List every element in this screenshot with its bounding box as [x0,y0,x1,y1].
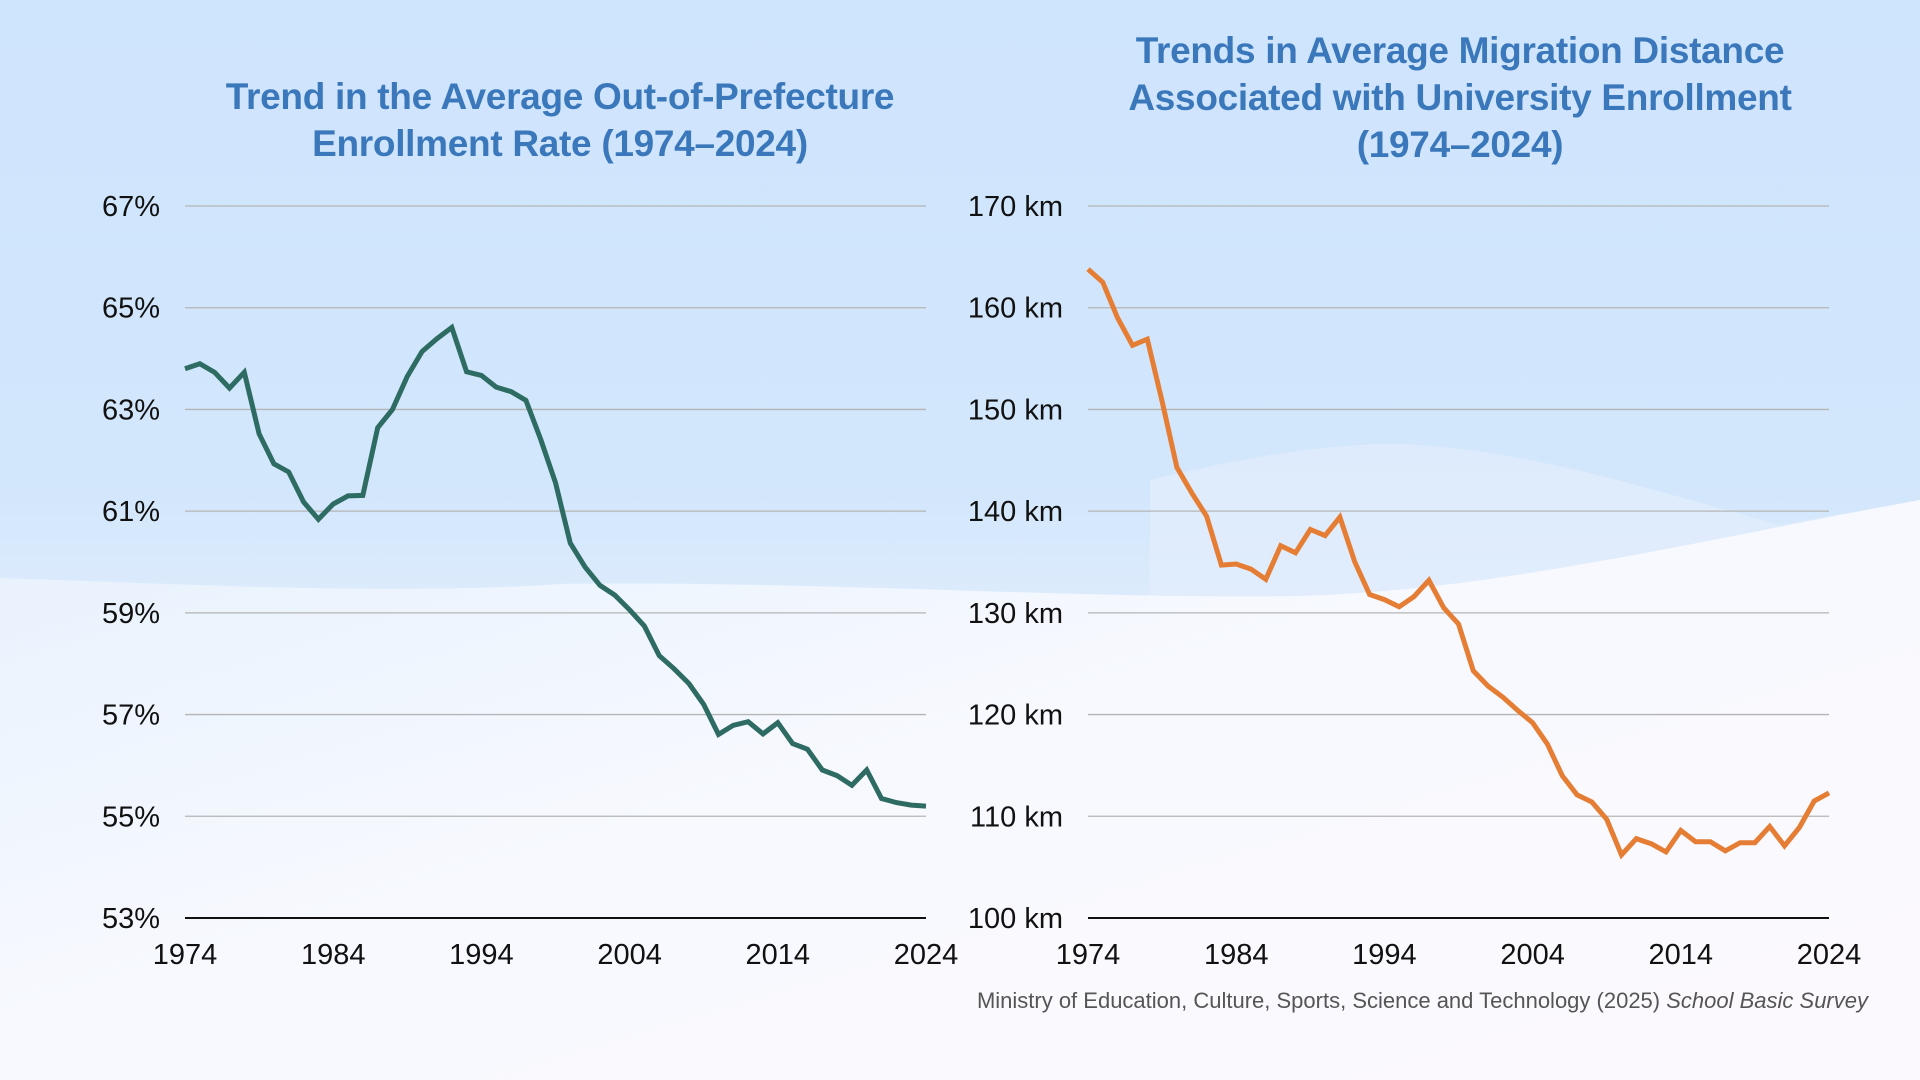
right-chart-y-tick-label: 130 km [968,598,1063,630]
right-chart-y-tick-label: 100 km [968,903,1063,935]
left-chart-x-tick-label: 2014 [746,939,811,971]
right-chart-y-tick-label: 150 km [968,394,1063,426]
right-chart-y-tick-label: 140 km [968,496,1063,528]
left-chart-y-tick-label: 55% [102,801,160,833]
left-chart-y-tick-label: 63% [102,394,160,426]
left-chart-y-tick-label: 57% [102,700,160,732]
left-chart-y-tick-label: 65% [102,293,160,325]
left-chart-y-tick-label: 59% [102,598,160,630]
right-chart-x-tick-label: 2004 [1500,939,1565,971]
right-chart-y-tick-label: 110 km [970,801,1063,833]
left-chart-title-line-1: Trend in the Average Out-of-Prefecture [225,76,895,117]
right-chart-title: Trends in Average Migration Distance Ass… [1060,27,1860,168]
right-chart-x-tick-label: 2014 [1649,939,1714,971]
left-chart-x-tick-label: 2024 [894,939,959,971]
left-chart-x-tick-label: 1974 [153,939,218,971]
right-chart-x-tick-label: 1974 [1056,939,1121,971]
left-chart-y-tick-label: 53% [102,903,160,935]
right-chart-y-tick-label: 120 km [968,700,1063,732]
right-chart-title-line-3: (1974–2024) [1356,124,1564,165]
source-text: Ministry of Education, Culture, Sports, … [976,988,1667,1013]
left-chart-y-tick-label: 67% [102,191,160,223]
left-chart-title: Trend in the Average Out-of-Prefecture E… [160,73,960,167]
right-chart-x-tick-label: 2024 [1797,939,1862,971]
left-chart-series-line [184,323,927,809]
right-chart-x-tick-label: 1994 [1352,939,1417,971]
right-chart-y-tick-label: 170 km [968,191,1063,223]
right-chart-series-line [1086,267,1831,860]
left-chart-x-tick-label: 2004 [597,939,662,971]
background-wave-low [0,500,1920,1080]
source-note: Ministry of Education, Culture, Sports, … [977,988,1868,1014]
left-chart-title-line-2: Enrollment Rate (1974–2024) [312,123,808,164]
left-chart-y-tick-label: 61% [102,496,160,528]
right-chart-x-tick-label: 1984 [1204,939,1269,971]
right-chart-title-line-2: Associated with University Enrollment [1128,77,1792,118]
right-chart-title-line-1: Trends in Average Migration Distance [1135,30,1785,71]
source-survey-title: School Basic Survey [1666,988,1868,1013]
left-chart-x-tick-label: 1994 [449,939,514,971]
right-chart-y-tick-label: 160 km [968,293,1063,325]
left-chart-x-tick-label: 1984 [301,939,366,971]
